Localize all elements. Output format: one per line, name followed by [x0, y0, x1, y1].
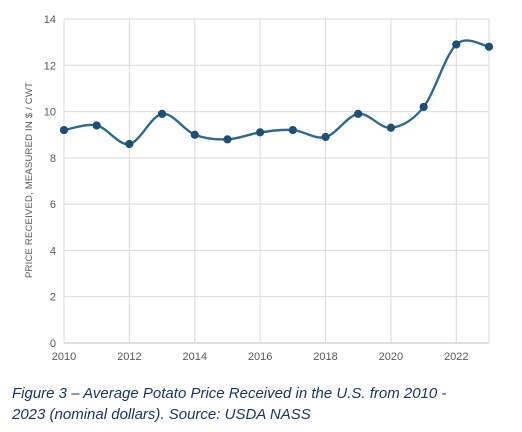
- data-point: [288, 125, 297, 135]
- x-tick-label: 2018: [313, 351, 337, 363]
- data-point: [157, 109, 167, 118]
- data-points: [59, 40, 494, 149]
- y-tick-label: 6: [50, 199, 56, 211]
- caption-line-1: Figure 3 – Average Potato Price Received…: [12, 385, 447, 402]
- data-point: [223, 135, 232, 144]
- x-tick-label: 2020: [379, 351, 403, 363]
- data-point: [190, 130, 199, 139]
- data-point: [92, 121, 101, 130]
- data-point: [59, 125, 69, 135]
- data-point: [321, 132, 330, 142]
- line-chart: 0 2 4 6 8 10 12 14 2010 2012 2014 2016 2018 2020 2022…: [24, 14, 494, 363]
- y-tick-label: 8: [50, 153, 56, 165]
- data-point: [386, 123, 396, 132]
- y-axis-ticks: 0 2 4 6 8 10 12 14: [44, 14, 56, 350]
- y-axis-label: PRICE RECEIVED, MEASURED IN $ / CWT: [24, 82, 35, 278]
- x-tick-label: 2014: [183, 351, 207, 363]
- x-axis-ticks: 2010 2012 2014 2016 2018 2020 2022: [52, 351, 469, 363]
- y-tick-label: 4: [50, 245, 56, 257]
- data-point: [125, 139, 134, 149]
- y-tick-label: 14: [44, 14, 56, 26]
- y-tick-label: 10: [44, 107, 56, 119]
- data-point: [419, 102, 428, 112]
- data-point: [452, 40, 461, 49]
- caption-line-2: 2023 (nominal dollars). Source: USDA NAS…: [12, 406, 311, 423]
- x-tick-label: 2016: [248, 351, 272, 363]
- price-series-line: [63, 39, 490, 146]
- chart-grid: [63, 18, 490, 344]
- figure-caption: Figure 3 – Average Potato Price Received…: [12, 383, 512, 425]
- x-tick-label: 2022: [444, 351, 468, 363]
- y-tick-label: 0: [50, 338, 56, 350]
- y-tick-label: 12: [44, 60, 56, 72]
- x-tick-label: 2010: [52, 351, 76, 363]
- data-point: [484, 42, 494, 51]
- x-tick-label: 2012: [117, 351, 141, 363]
- data-point: [354, 109, 363, 118]
- y-tick-label: 2: [50, 292, 56, 304]
- data-point: [256, 128, 265, 137]
